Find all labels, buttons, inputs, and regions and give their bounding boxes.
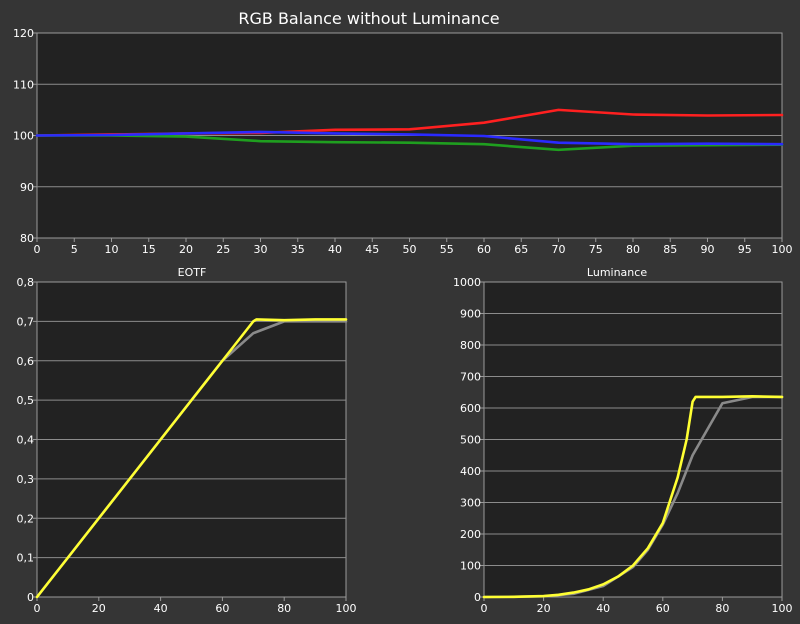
rgb-balance-x-tick-label: 75 <box>589 243 603 256</box>
luminance-y-tick-label: 400 <box>460 465 481 478</box>
luminance-y-tick-label: 0 <box>474 591 481 604</box>
luminance-chart: Luminance 010020030040050060070080090010… <box>453 266 793 615</box>
luminance-x-tick-label: 40 <box>596 602 610 615</box>
rgb-balance-y-tick-label: 120 <box>13 27 34 40</box>
luminance-y-tick-label: 900 <box>460 308 481 321</box>
luminance-x-tick-label: 100 <box>772 602 793 615</box>
rgb-balance-x-tick-label: 30 <box>254 243 268 256</box>
rgb-balance-x-tick-label: 55 <box>440 243 454 256</box>
eotf-y-tick-label: 0,2 <box>17 512 35 525</box>
rgb-balance-x-tick-label: 35 <box>291 243 305 256</box>
rgb-balance-y-tick-label: 110 <box>13 78 34 91</box>
rgb-balance-x-tick-label: 45 <box>365 243 379 256</box>
eotf-y-tick-label: 0,4 <box>17 434 35 447</box>
rgb-balance-x-tick-label: 5 <box>71 243 78 256</box>
eotf-y-tick-label: 0,7 <box>17 315 35 328</box>
rgb-balance-x-tick-label: 100 <box>772 243 793 256</box>
eotf-y-tick-label: 0,8 <box>17 276 35 289</box>
luminance-x-tick-label: 80 <box>715 602 729 615</box>
rgb-balance-x-tick-label: 95 <box>738 243 752 256</box>
eotf-y-tick-label: 0,3 <box>17 473 35 486</box>
luminance-x-ticks: 0 20 40 60 80 100 <box>481 597 793 615</box>
rgb-balance-series-line-3 <box>35 130 784 146</box>
rgb-balance-y-ticks: 80 90 100 110 120 <box>13 27 37 245</box>
luminance-x-tick-label: 20 <box>537 602 551 615</box>
luminance-y-tick-label: 800 <box>460 339 481 352</box>
eotf-x-tick-label: 0 <box>34 602 41 615</box>
eotf-x-tick-label: 60 <box>215 602 229 615</box>
rgb-balance-x-tick-label: 85 <box>663 243 677 256</box>
rgb-balance-title: RGB Balance without Luminance <box>238 9 499 28</box>
eotf-y-tick-label: 0,6 <box>17 355 35 368</box>
luminance-y-tick-label: 700 <box>460 371 481 384</box>
rgb-balance-chart: RGB Balance without Luminance 8090100110… <box>13 9 793 256</box>
luminance-x-tick-label: 0 <box>481 602 488 615</box>
eotf-y-tick-label: 0,5 <box>17 394 35 407</box>
luminance-y-tick-label: 1000 <box>453 276 481 289</box>
rgb-balance-series-line-2 <box>35 134 784 152</box>
eotf-x-tick-label: 20 <box>92 602 106 615</box>
rgb-balance-y-tick-label: 80 <box>20 232 34 245</box>
rgb-balance-x-ticks: 0 5 10 15 20 25 30 35 40 45 50 55 60 65 70 75 80 85 90 95 10… <box>34 238 793 256</box>
rgb-balance-y-tick-label: 100 <box>13 130 34 143</box>
rgb-balance-x-tick-label: 10 <box>105 243 119 256</box>
eotf-series <box>35 318 348 599</box>
rgb-balance-x-tick-label: 20 <box>179 243 193 256</box>
luminance-title: Luminance <box>587 266 647 279</box>
luminance-y-tick-label: 100 <box>460 560 481 573</box>
eotf-x-tick-label: 100 <box>336 602 357 615</box>
rgb-balance-x-tick-label: 70 <box>552 243 566 256</box>
eotf-series-line-2 <box>35 318 348 599</box>
luminance-y-tick-label: 600 <box>460 402 481 415</box>
luminance-y-tick-label: 500 <box>460 434 481 447</box>
luminance-y-tick-label: 200 <box>460 528 481 541</box>
rgb-balance-x-tick-label: 80 <box>626 243 640 256</box>
rgb-balance-x-tick-label: 65 <box>514 243 528 256</box>
eotf-x-tick-label: 80 <box>277 602 291 615</box>
rgb-balance-x-tick-label: 40 <box>328 243 342 256</box>
luminance-y-tick-label: 300 <box>460 497 481 510</box>
rgb-balance-x-tick-label: 15 <box>142 243 156 256</box>
eotf-chart: EOTF 0 0,1 0,2 0,3 0,4 0,5 0,6 0,7 0,8 0 20 40 60 80… <box>17 266 357 615</box>
luminance-gridlines <box>484 313 782 566</box>
rgb-balance-x-tick-label: 60 <box>477 243 491 256</box>
rgb-balance-x-tick-label: 0 <box>34 243 41 256</box>
rgb-balance-x-tick-label: 50 <box>403 243 417 256</box>
eotf-title: EOTF <box>178 266 207 279</box>
eotf-y-ticks: 0 0,1 0,2 0,3 0,4 0,5 0,6 0,7 0,8 <box>17 276 37 604</box>
rgb-balance-y-tick-label: 90 <box>20 181 34 194</box>
eotf-y-tick-label: 0,1 <box>17 552 35 565</box>
rgb-balance-x-tick-label: 25 <box>216 243 230 256</box>
luminance-series <box>482 395 784 599</box>
rgb-balance-x-tick-label: 90 <box>701 243 715 256</box>
luminance-y-ticks: 0 100 200 300 400 500 600 700 800 900 1000 <box>453 276 484 604</box>
eotf-y-tick-label: 0 <box>27 591 34 604</box>
eotf-x-ticks: 0 20 40 60 80 100 <box>34 597 357 615</box>
luminance-series-line-2 <box>482 395 784 599</box>
eotf-x-tick-label: 40 <box>154 602 168 615</box>
luminance-x-tick-label: 60 <box>656 602 670 615</box>
rgb-balance-series <box>35 108 784 152</box>
